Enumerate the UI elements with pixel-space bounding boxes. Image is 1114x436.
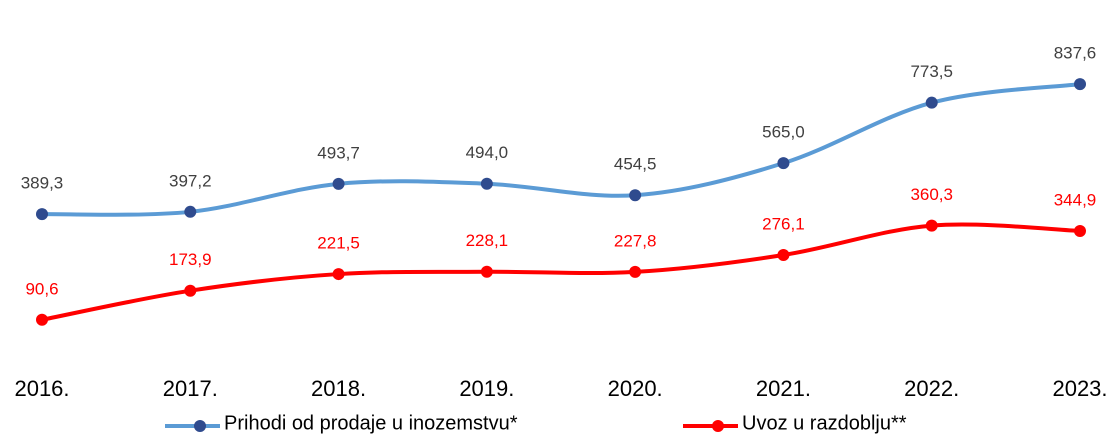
data-label: 565,0 — [762, 123, 805, 142]
point — [629, 265, 642, 278]
data-label: 228,1 — [466, 231, 509, 250]
x-tick-label: 2023. — [1052, 376, 1107, 401]
point — [480, 265, 493, 278]
x-tick-label: 2019. — [459, 376, 514, 401]
point — [36, 208, 48, 221]
point — [629, 189, 642, 202]
data-label: 90,6 — [25, 279, 58, 298]
point — [184, 284, 197, 297]
point — [1074, 224, 1086, 237]
data-label: 397,2 — [169, 171, 212, 190]
legend-label: Uvoz u razdoblju** — [742, 412, 907, 434]
point — [332, 268, 345, 281]
point — [480, 177, 493, 190]
series-line — [41, 82, 1081, 217]
point — [1074, 78, 1086, 91]
point — [925, 219, 938, 232]
data-label: 227,8 — [614, 231, 657, 250]
data-label: 173,9 — [169, 250, 212, 269]
legend-marker — [194, 420, 206, 432]
x-tick-label: 2017. — [163, 376, 218, 401]
data-label: 454,5 — [614, 155, 657, 174]
point — [777, 157, 790, 170]
data-label: 837,6 — [1054, 44, 1097, 63]
point — [332, 177, 345, 190]
data-label: 344,9 — [1054, 190, 1097, 209]
point — [925, 96, 938, 109]
point — [36, 313, 48, 326]
data-label: 493,7 — [317, 143, 360, 162]
x-tick-label: 2020. — [608, 376, 663, 401]
series-line — [41, 222, 1081, 322]
data-label: 221,5 — [317, 234, 360, 253]
x-tick-label: 2018. — [311, 376, 366, 401]
legend-label: Prihodi od prodaje u inozemstvu* — [224, 412, 518, 434]
data-label: 389,3 — [21, 174, 64, 193]
x-tick-label: 2021. — [756, 376, 811, 401]
data-label: 773,5 — [910, 62, 953, 81]
data-label: 360,3 — [910, 185, 953, 204]
legend-marker — [712, 420, 724, 432]
x-tick-label: 2022. — [904, 376, 959, 401]
data-label: 494,0 — [466, 143, 509, 162]
data-label: 276,1 — [762, 214, 805, 233]
point — [184, 205, 197, 218]
point — [777, 248, 790, 261]
x-tick-label: 2016. — [14, 376, 69, 401]
